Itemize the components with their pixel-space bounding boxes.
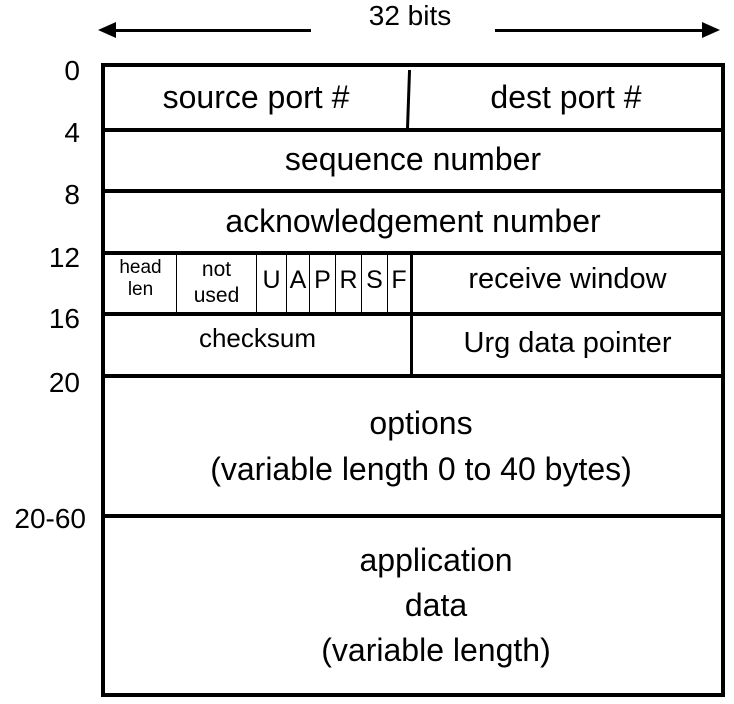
row-divider <box>101 514 725 518</box>
source-port-field: source port # <box>162 79 350 115</box>
flag-fin: F <box>391 265 407 294</box>
urg-data-pointer-field: Urg data pointer <box>463 326 672 359</box>
flag-ack: A <box>289 265 307 294</box>
offset-4: 4 <box>64 117 80 148</box>
offset-0: 0 <box>64 55 80 86</box>
column-divider <box>335 253 336 313</box>
application-data-field: application data (variable length) <box>105 518 721 692</box>
column-divider <box>286 253 287 313</box>
column-divider <box>410 253 413 377</box>
arrow-left-icon <box>98 22 116 38</box>
offset-12: 12 <box>48 242 80 273</box>
options-title: options <box>369 405 473 441</box>
checksum-field: checksum <box>198 322 317 353</box>
head-len-line-2: len <box>127 279 154 300</box>
flag-psh: P <box>314 265 331 294</box>
arrow-right-shaft <box>495 29 705 32</box>
row-divider <box>101 374 725 378</box>
not-used-line-1: not <box>201 258 232 281</box>
head-len-line-1: head <box>119 257 162 278</box>
row-divider <box>101 189 725 193</box>
options-field: options (variable length 0 to 40 bytes) <box>105 378 721 514</box>
offset-20: 20 <box>48 367 80 398</box>
application-data-line-3: (variable length) <box>321 631 551 668</box>
row-divider <box>101 251 725 255</box>
arrow-right-icon <box>702 22 720 38</box>
offset-20-60: 20-60 <box>14 503 86 534</box>
column-divider <box>361 253 362 313</box>
column-divider <box>309 253 310 313</box>
application-data-line-2: data <box>404 586 468 623</box>
column-divider <box>387 253 388 313</box>
dest-port-field: dest port # <box>490 79 642 115</box>
column-divider <box>256 253 257 313</box>
width-label: 32 bits <box>368 0 452 31</box>
acknowledgement-number-field: acknowledgement number <box>225 202 601 239</box>
receive-window-field: receive window <box>468 262 667 295</box>
head-len-field: head len <box>105 253 176 305</box>
not-used-field: not used <box>177 253 256 313</box>
row-divider <box>101 312 725 316</box>
flag-syn: S <box>366 265 383 294</box>
row-divider <box>101 128 725 132</box>
offset-8: 8 <box>64 179 80 210</box>
options-length: (variable length 0 to 40 bytes) <box>210 451 632 487</box>
application-data-line-1: application <box>359 541 513 578</box>
not-used-line-2: used <box>193 284 240 307</box>
column-divider <box>176 253 177 313</box>
sequence-number-field: sequence number <box>284 140 542 177</box>
offset-16: 16 <box>48 303 80 334</box>
flag-urg: U <box>262 265 281 294</box>
flag-rst: R <box>339 265 358 294</box>
arrow-left-shaft <box>114 29 311 32</box>
tcp-segment-frame <box>101 63 725 697</box>
